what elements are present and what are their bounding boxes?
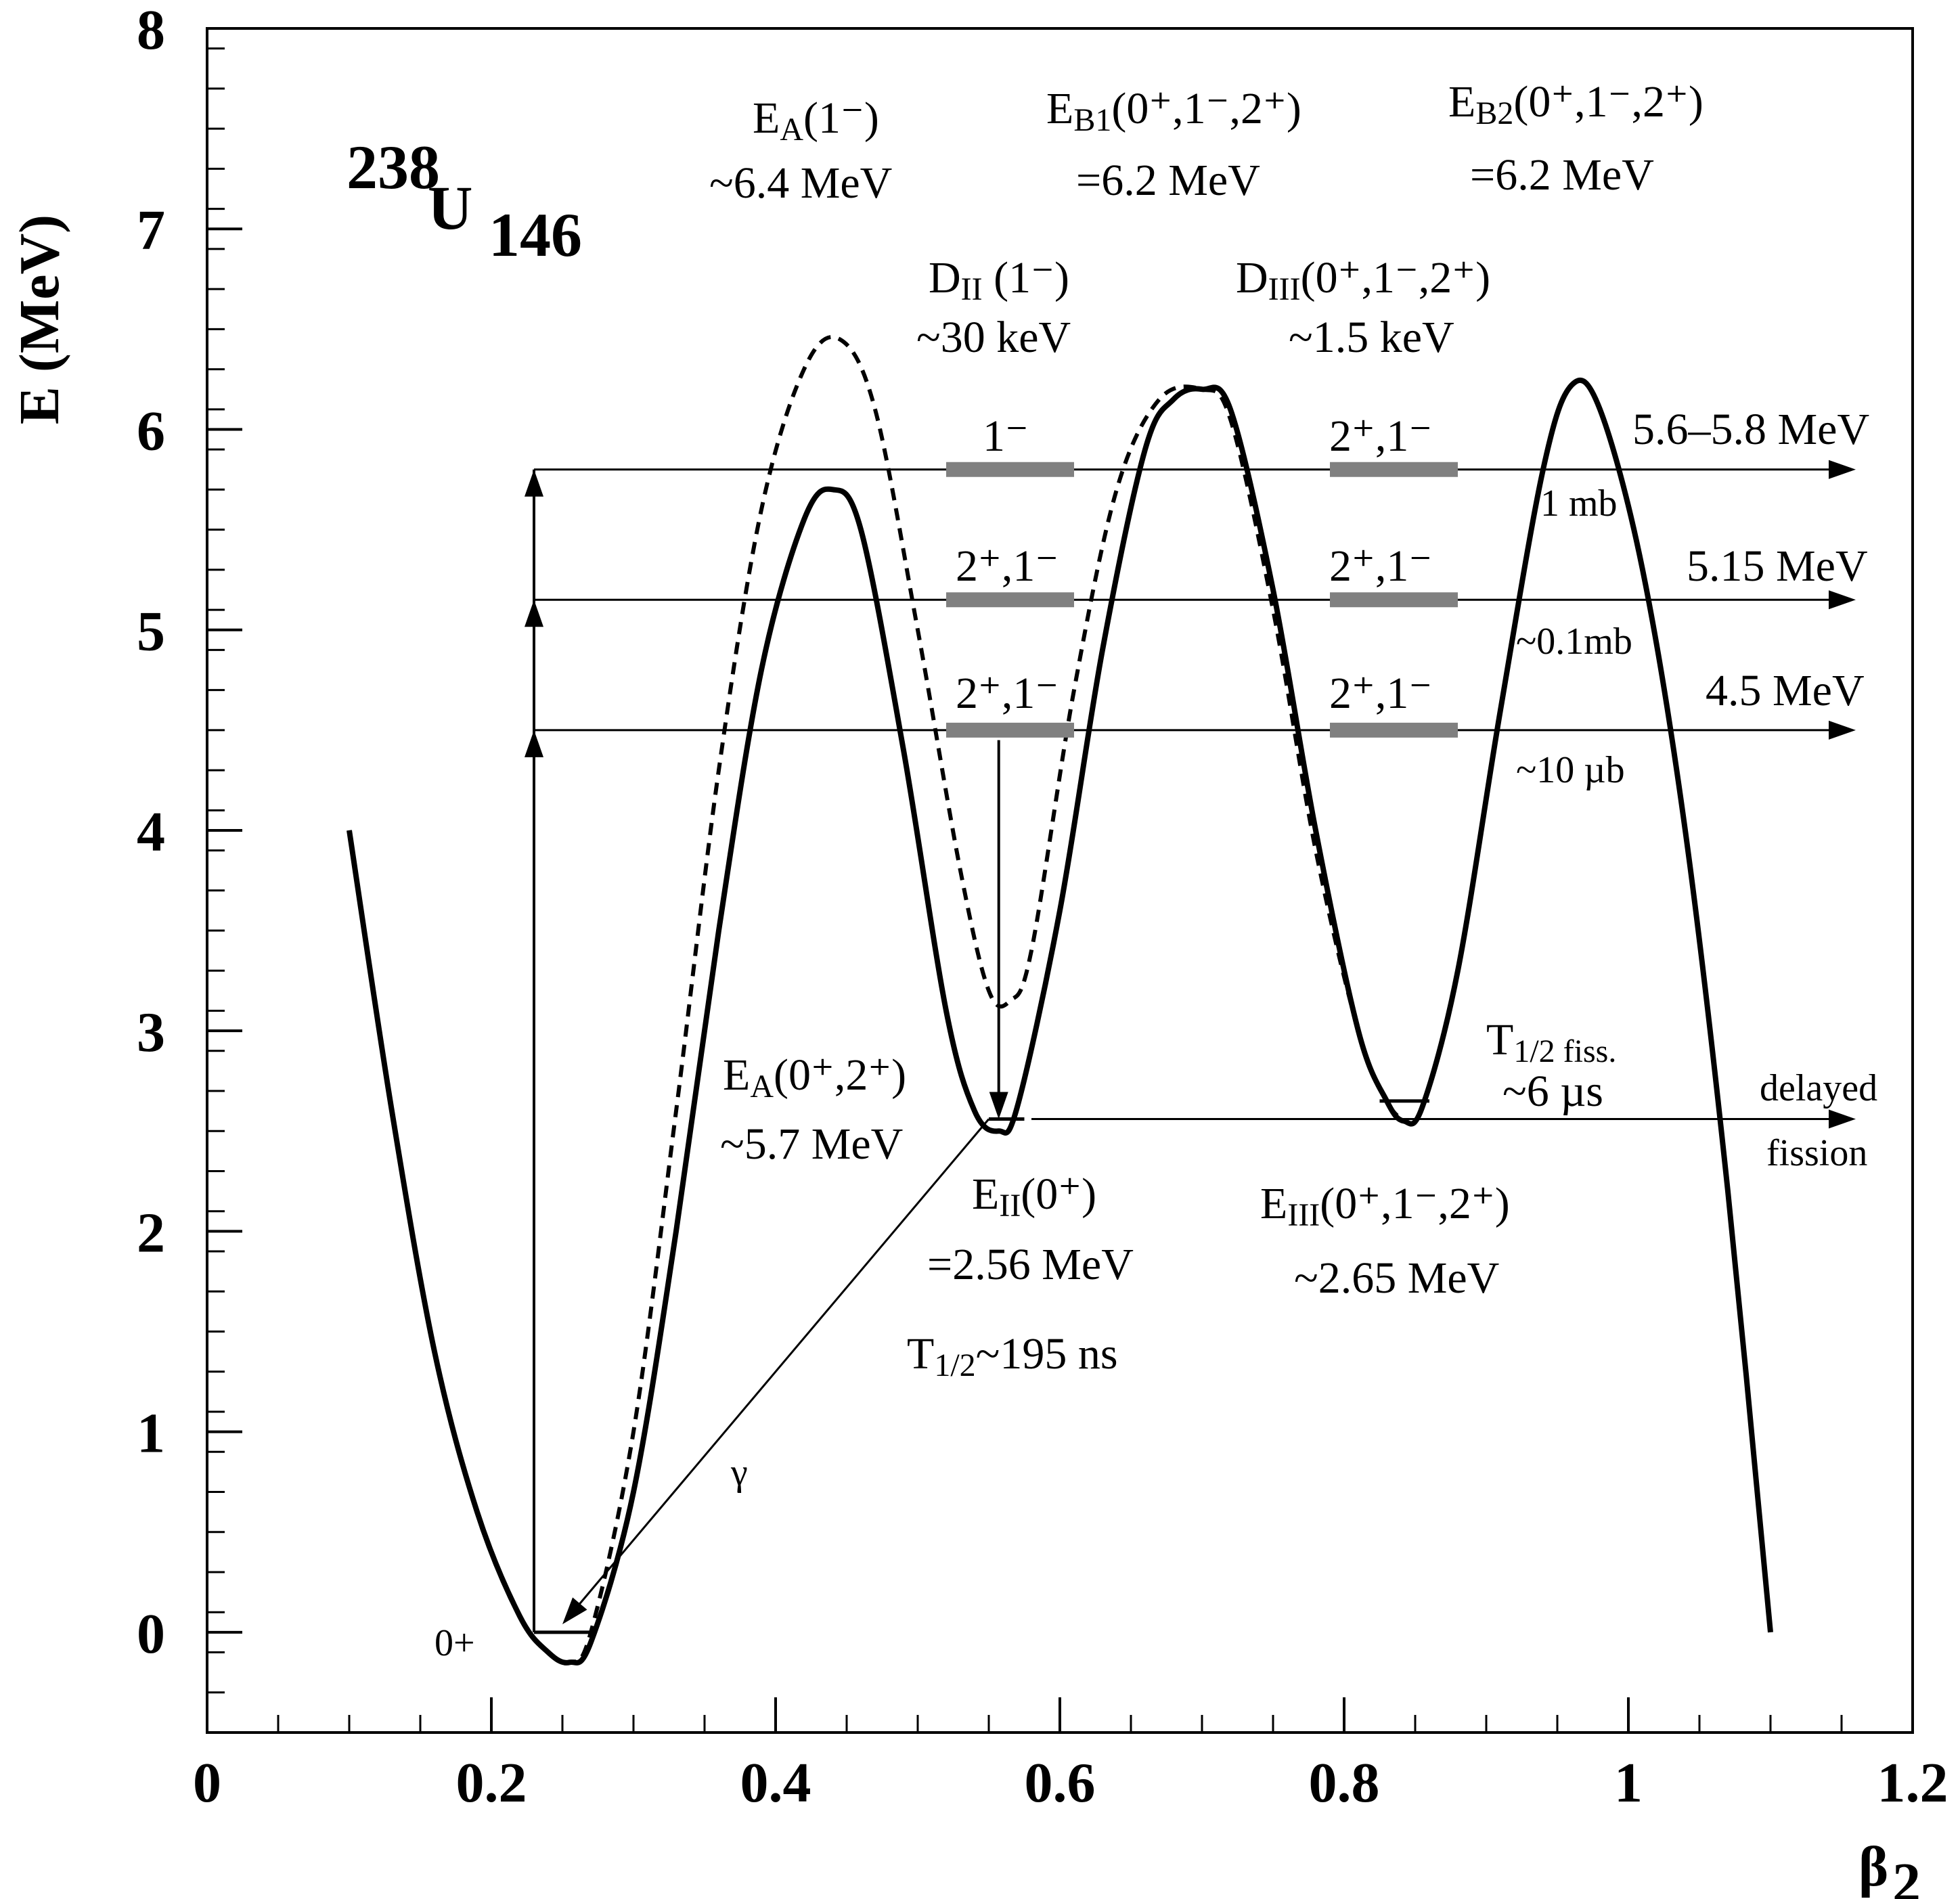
y-tick-label: 7 — [137, 199, 165, 262]
dii-value: ~30 keV — [916, 313, 1071, 362]
y-tick-label: 1 — [137, 1402, 165, 1465]
level-cross-section: 1 mb — [1540, 483, 1618, 524]
ea02-value: ~5.7 MeV — [720, 1119, 903, 1169]
level-energy-label: 4.5 MeV — [1706, 666, 1865, 715]
eiii-label: EIII(0⁺,1⁻,2⁺) — [1260, 1179, 1510, 1233]
ground-state-label: 0+ — [435, 1622, 475, 1664]
eb1-label: EB1(0⁺,1⁻,2⁺) — [1046, 84, 1301, 138]
y-tick-label: 3 — [137, 1001, 165, 1064]
eb2-value: =6.2 MeV — [1470, 150, 1654, 200]
fission-label: fission — [1766, 1132, 1867, 1174]
ea1-value: ~6.4 MeV — [709, 158, 892, 208]
eii-halflife: T1/2~195 ns — [907, 1329, 1118, 1383]
energy-levels — [525, 460, 1856, 1634]
solid-potential-curve — [347, 377, 1773, 1666]
level-states-second-well: 2⁺,1⁻ — [956, 541, 1059, 591]
level-states-second-well: 1⁻ — [983, 411, 1029, 461]
x-tick-label: 0.8 — [1309, 1751, 1380, 1814]
x-tick-label: 0.2 — [456, 1751, 527, 1814]
y-tick-label: 5 — [137, 600, 165, 663]
ea1-label: EA(1⁻) — [753, 93, 879, 148]
level-states-second-well: 2⁺,1⁻ — [956, 669, 1059, 718]
x-tick-label: 1.2 — [1877, 1751, 1948, 1814]
dii-label: DII (1⁻) — [929, 253, 1069, 307]
potential-curves — [347, 334, 1773, 1666]
gamma-arrow-head — [562, 1597, 587, 1625]
level-energy-label: 5.15 MeV — [1687, 541, 1868, 591]
fission-halflife-value: ~6 µs — [1502, 1067, 1603, 1116]
dashed-potential-curve — [347, 334, 1406, 1666]
nucleus-neutrons: 146 — [489, 200, 582, 269]
y-tick-label: 2 — [137, 1201, 165, 1264]
level-arrow-head — [1829, 460, 1856, 479]
nucleus-mass: 238 — [347, 133, 440, 202]
eiii-value: ~2.65 MeV — [1294, 1253, 1499, 1303]
y-axis-title: E (MeV) — [8, 215, 71, 424]
fission-halflife-label: T1/2 fiss. — [1486, 1015, 1616, 1069]
level-states-third-well: 2⁺,1⁻ — [1329, 669, 1432, 718]
delayed-label: delayed — [1760, 1067, 1877, 1109]
gamma-arrow — [575, 1118, 990, 1610]
level-cross-section: ~0.1mb — [1516, 621, 1632, 663]
excitation-arrow-head — [525, 600, 543, 627]
gamma-label: γ — [730, 1452, 748, 1494]
level-arrow-head — [1829, 590, 1856, 610]
delayed-fission-arrow-head — [1829, 1109, 1856, 1129]
x-tick-label: 0.6 — [1025, 1751, 1096, 1814]
y-tick-label: 8 — [137, 0, 165, 62]
x-tick-label: 1 — [1614, 1751, 1643, 1814]
x-tick-label: 0.4 — [740, 1751, 811, 1814]
x-axis-title-sub: 2 — [1892, 1852, 1921, 1899]
eii-value: =2.56 MeV — [927, 1240, 1134, 1289]
level-states-third-well: 2⁺,1⁻ — [1329, 411, 1432, 461]
eb1-value: =6.2 MeV — [1076, 156, 1260, 205]
excitation-arrow-head — [525, 730, 543, 757]
level-energy-label: 5.6–5.8 MeV — [1632, 405, 1869, 454]
y-tick-label: 4 — [137, 801, 165, 864]
level-arrow-head — [1829, 720, 1856, 740]
ea02-label: EA(0⁺,2⁺) — [723, 1050, 906, 1104]
eii-label: EII(0⁺) — [972, 1169, 1096, 1224]
decay-arrow-head — [989, 1092, 1008, 1119]
diii-label: DIII(0⁺,1⁻,2⁺) — [1236, 253, 1490, 307]
eb2-label: EB2(0⁺,1⁻,2⁺) — [1448, 77, 1703, 131]
diii-value: ~1.5 keV — [1289, 313, 1454, 362]
level-cross-section: ~10 µb — [1516, 749, 1625, 791]
level-states-third-well: 2⁺,1⁻ — [1329, 541, 1432, 591]
y-tick-label: 0 — [137, 1603, 165, 1666]
x-tick-label: 0 — [193, 1751, 221, 1814]
excitation-arrow-head — [525, 469, 543, 497]
y-tick-label: 6 — [137, 399, 165, 462]
x-axis-title: β — [1858, 1835, 1888, 1898]
nucleus-symbol: U — [428, 173, 472, 242]
